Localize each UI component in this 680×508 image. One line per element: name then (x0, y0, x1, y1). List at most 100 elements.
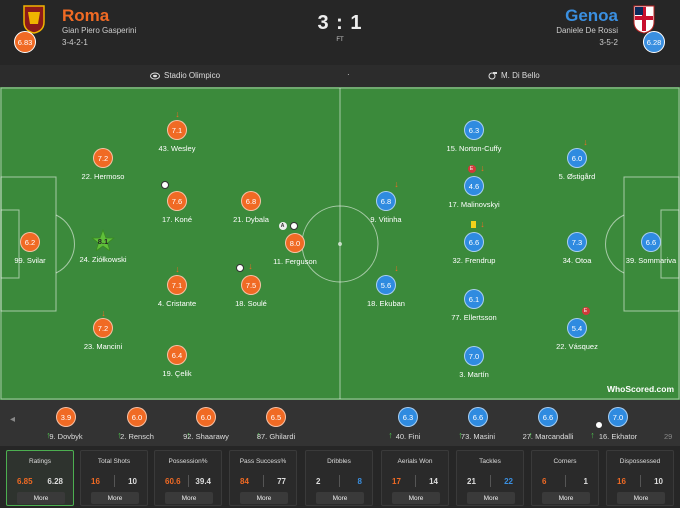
player-rating: 6.6 (464, 232, 484, 252)
stat-corners[interactable]: Corners 6 1 More (531, 450, 599, 506)
stat-divider (114, 475, 115, 487)
player-martin[interactable]: 7.0 3. Martín (444, 346, 504, 390)
player-norton-cuffy[interactable]: 6.3 15. Norton-Cuffy (444, 120, 504, 164)
assist-icon: A (278, 221, 287, 230)
player-sommariva[interactable]: 6.6 39. Sommariva (621, 232, 680, 276)
player-dybala[interactable]: 6.8 21. Dybala (221, 191, 281, 235)
player-vasquez[interactable]: E 5.4 22. Vásquez (547, 306, 607, 362)
sub-on-icon: ↑ (117, 430, 122, 440)
player-malinovskyi[interactable]: E ↓ 4.6 17. Malinovskyi (444, 164, 504, 220)
sub-rensch[interactable]: 6.0 ↑ 2. Rensch (107, 405, 167, 445)
stat-more-button[interactable]: More (91, 492, 139, 504)
player-name: 17. Malinovskyi (448, 200, 500, 209)
sub-marcandalli[interactable]: 6.6 ↑ 27. Marcandalli (518, 405, 578, 445)
player-rating: 7.6 (167, 191, 187, 211)
player-rating: 6.1 (464, 289, 484, 309)
sub-shaarawy[interactable]: 6.0 ↑ 92. Shaarawy (176, 405, 236, 445)
stat-dribbles[interactable]: Dribbles 2 8 More (305, 450, 373, 506)
player-ferguson[interactable]: A 8.0 11. Ferguson (265, 221, 325, 277)
sub-ekhator[interactable]: 7.0 ↑ 16. Ekhator (588, 405, 648, 445)
stat-dispossessed[interactable]: Dispossessed 16 10 More (606, 450, 674, 506)
player-wesley[interactable]: ↓ 7.1 43. Wesley (147, 110, 207, 164)
stat-more-button[interactable]: More (617, 492, 665, 504)
player-svilar[interactable]: 6.2 99. Svilar (0, 232, 60, 276)
player-rating: 7.5 (241, 275, 261, 295)
stat-more-button[interactable]: More (17, 492, 65, 504)
player-ekuban[interactable]: ↓ 5.6 18. Ekuban (356, 264, 416, 319)
stat-more-button[interactable]: More (467, 492, 515, 504)
away-team-rating: 6.28 (643, 31, 665, 53)
stat-aerials-won[interactable]: Aerials Won 17 14 More (381, 450, 449, 506)
player-name: 99. Svilar (14, 256, 46, 265)
player-name: 21. Dybala (233, 215, 269, 224)
stat-more-button[interactable]: More (542, 492, 590, 504)
player-rating: 6.0 (567, 148, 587, 168)
sub-off-icon: ↓ (175, 264, 180, 274)
player-vitinha[interactable]: ↓ 6.8 9. Vitinha (356, 180, 416, 235)
player-name: 73. Masini (460, 432, 496, 441)
sub-ghilardi[interactable]: 6.5 ↑ 87. Ghilardi (246, 405, 306, 445)
sub-off-icon: ↓ (583, 137, 588, 147)
stat-away: 39.4 (195, 477, 211, 486)
player-name: 23. Mancini (83, 342, 123, 351)
away-team-name[interactable]: Genoa (565, 6, 618, 25)
stat-divider (339, 475, 340, 487)
stat-more-button[interactable]: More (240, 492, 288, 504)
home-team-rating: 6.83 (14, 31, 36, 53)
stadium-icon (150, 72, 160, 79)
player-rating: 6.3 (398, 407, 418, 427)
stat-divider (263, 475, 264, 487)
stat-ratings[interactable]: Ratings 6.85 6.28 More (6, 450, 74, 506)
stat-total-shots[interactable]: Total Shots 16 10 More (80, 450, 148, 506)
referee-name: M. Di Bello (501, 71, 540, 80)
player-name: 39. Sommariva (625, 256, 677, 265)
stat-home: 17 (392, 477, 401, 486)
stat-more-button[interactable]: More (392, 492, 440, 504)
sub-dovbyk[interactable]: 3.9 ↑ 9. Dovbyk (36, 405, 96, 445)
player-name: 40. Fini (395, 432, 421, 441)
player-mancini[interactable]: ↓ 7.2 23. Mancini (73, 309, 133, 362)
home-team-name[interactable]: Roma (62, 6, 110, 25)
player-name: 19. Çelik (162, 369, 192, 378)
stat-more-button[interactable]: More (316, 492, 364, 504)
stat-more-button[interactable]: More (165, 492, 213, 504)
player-ellertsson[interactable]: 6.1 77. Ellertsson (444, 289, 504, 333)
player-otoa[interactable]: 7.3 34. Otoa (547, 232, 607, 276)
player-ziolkowski[interactable]: 8.1 24. Ziółkowski (73, 229, 133, 275)
bench-scroll-left-icon[interactable]: ◂ (10, 414, 16, 425)
sub-on-icon: ↑ (458, 430, 463, 440)
away-coach: Daniele De Rossi (556, 26, 618, 35)
player-name: 18. Ekuban (367, 299, 405, 308)
stat-away: 1 (583, 477, 588, 486)
goal-ball-icon (235, 263, 244, 272)
player-kone[interactable]: 7.6 17. Koné (147, 180, 207, 235)
sub-on-icon: ↑ (388, 430, 393, 440)
stats-tabs: Ratings 6.85 6.28 More Total Shots 16 10… (0, 446, 680, 508)
stat-tackles[interactable]: Tackles 21 22 More (456, 450, 524, 506)
stat-pass-success[interactable]: Pass Success% 84 77 More (229, 450, 297, 506)
player-name: 3. Martín (459, 370, 489, 379)
player-name: 11. Ferguson (273, 257, 317, 266)
player-rating: 6.2 (20, 232, 40, 252)
sub-fini[interactable]: 6.3 ↑ 40. Fini (378, 405, 438, 445)
sub-masini[interactable]: 6.6 ↑ 73. Masini (448, 405, 508, 445)
player-rating: 6.4 (167, 345, 187, 365)
home-formation: 3-4-2-1 (62, 38, 88, 47)
player-soule[interactable]: ↓ 7.5 18. Soulé (221, 262, 281, 319)
red-card-e-icon: E (467, 164, 476, 173)
player-frendrup[interactable]: ↓ 6.6 32. Frendrup (444, 220, 504, 276)
player-celik[interactable]: 6.4 19. Çelik (147, 345, 207, 389)
stat-divider (415, 475, 416, 487)
player-cristante[interactable]: ↓ 7.1 4. Cristante (147, 265, 207, 319)
whoscored-watermark: WhoScored.com (606, 384, 674, 394)
substitutes-bench: ◂ 3.9 ↑ 9. Dovbyk 6.0 ↑ 2. Rensch 6.0 ↑ … (0, 400, 680, 446)
stat-label: Dribbles (327, 458, 351, 465)
player-hermoso[interactable]: 7.2 22. Hermoso (73, 148, 133, 192)
player-ostigard[interactable]: ↓ 6.0 5. Østigård (547, 138, 607, 192)
stat-home: 2 (316, 477, 321, 486)
player-name: 34. Otoa (562, 256, 592, 265)
player-name: 2. Rensch (120, 432, 154, 441)
stat-possession[interactable]: Possession% 60.6 39.4 More (154, 450, 222, 506)
player-name: 27. Marcandalli (522, 432, 574, 441)
